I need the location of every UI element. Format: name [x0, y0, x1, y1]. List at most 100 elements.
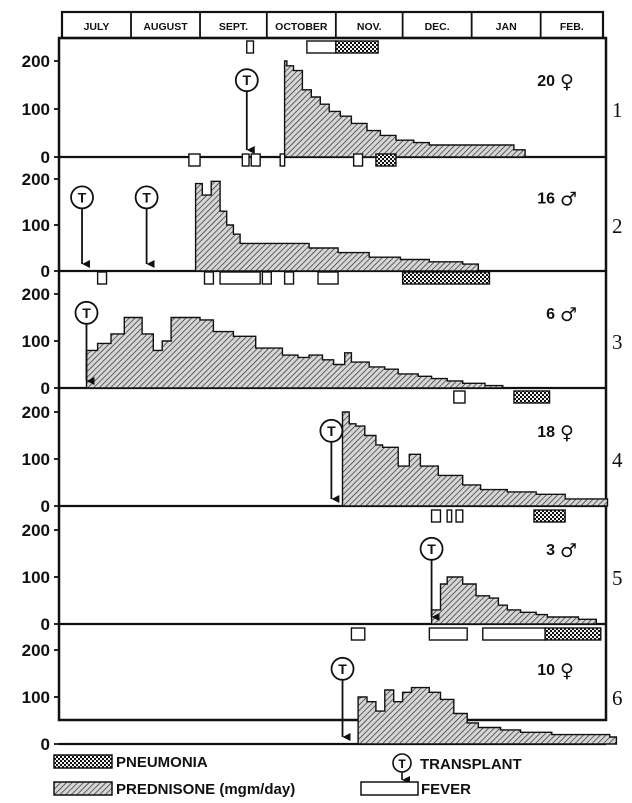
y-tick-label: 0 — [41, 379, 50, 398]
transplant-mark: T — [427, 541, 436, 557]
patient-age: 16 — [537, 190, 555, 207]
legend-transplant-mark: T — [398, 757, 406, 771]
chart-frame — [57, 36, 608, 722]
fever-bar — [453, 390, 466, 404]
pneumonia-bar — [533, 509, 566, 523]
month-header: JULY AUGUST SEPT. OCTOBER NOV. DEC. JAN FEB. — [57, 10, 608, 722]
fever-bar — [317, 271, 339, 285]
fever-bar — [241, 153, 250, 167]
patient-number: 6 — [612, 686, 623, 710]
month-label: FEB. — [560, 21, 584, 33]
fever-bar — [350, 627, 366, 641]
legend-prednisone-swatch — [53, 781, 113, 796]
legend-pneumonia-label: PNEUMONIA — [116, 754, 208, 771]
y-tick-label: 100 — [22, 216, 50, 235]
fever-bar — [219, 271, 261, 285]
transplant-marker: T — [70, 185, 94, 268]
patient-sex-symbol: ♂ — [560, 304, 577, 326]
fever-bar — [306, 40, 337, 54]
patient-age: 10 — [537, 662, 555, 679]
patient-number: 5 — [612, 566, 623, 590]
transplant-mark: T — [82, 305, 91, 321]
transplant-marker: T — [134, 185, 159, 268]
y-tick-label: 0 — [41, 735, 50, 754]
y-tick-label: 200 — [22, 403, 50, 422]
y-tick-label: 0 — [41, 262, 50, 281]
fever-bar — [261, 271, 272, 285]
prednisone-series — [357, 686, 618, 745]
legend-pneumonia-swatch — [53, 754, 113, 769]
transplant-mark: T — [142, 189, 151, 205]
y-tick-label: 200 — [22, 52, 50, 71]
patient-number: 4 — [612, 448, 623, 472]
y-tick-label: 100 — [22, 688, 50, 707]
month-label: NOV. — [357, 21, 382, 33]
legend-prednisone-label: PREDNISONE (mgm/day) — [116, 781, 295, 798]
month-label: JULY — [84, 21, 110, 33]
prednisone-series — [194, 180, 479, 272]
fever-bar — [283, 271, 295, 285]
legend-transplant-symbol: T — [392, 753, 412, 784]
patient-sex-symbol: ♂ — [560, 188, 577, 210]
panel-1: 0 100 200 T 20 ♀ 1 — [22, 40, 623, 167]
patient-sex-symbol: ♀ — [560, 71, 574, 93]
fever-bar — [203, 271, 215, 285]
y-tick-label: 200 — [22, 285, 50, 304]
fever-bar — [352, 153, 364, 167]
y-tick-label: 0 — [41, 497, 50, 516]
patient-number: 2 — [612, 214, 623, 238]
y-tick-label: 100 — [22, 450, 50, 469]
panel-6: 0 100 200 T 10 ♀ 6 — [22, 627, 623, 754]
transplant-mark: T — [78, 189, 87, 205]
pneumonia-bar — [401, 271, 491, 285]
y-tick-label: 100 — [22, 568, 50, 587]
prednisone-series — [341, 411, 609, 507]
fever-bar — [455, 509, 464, 523]
transplant-marker: T — [74, 300, 99, 385]
month-label: AUGUST — [143, 21, 188, 33]
prednisone-series — [430, 576, 597, 625]
panel-3: 0 100 200 T 6 ♂ 3 — [22, 271, 623, 398]
patient-age: 18 — [537, 424, 555, 441]
patient-age: 3 — [546, 542, 555, 559]
month-label: DEC. — [425, 21, 450, 33]
transplant-marker: T — [330, 656, 355, 741]
pneumonia-bar — [335, 40, 379, 54]
transplant-mark: T — [327, 423, 336, 439]
panel-5: 0 100 200 T 3 ♂ 5 — [22, 509, 623, 634]
month-label: OCTOBER — [275, 21, 328, 33]
transplant-marker: T — [234, 68, 259, 154]
month-label: JAN — [496, 21, 517, 33]
panel-4: 0 100 200 T 18 ♀ 4 — [22, 390, 623, 516]
patient-sex-symbol: ♀ — [560, 422, 574, 444]
prednisone-series — [283, 60, 526, 158]
y-tick-label: 200 — [22, 521, 50, 540]
fever-bar — [279, 153, 286, 167]
fever-bar — [430, 509, 442, 523]
fever-bar — [482, 627, 546, 641]
y-tick-label: 200 — [22, 641, 50, 660]
fever-bar — [250, 153, 261, 167]
patient-number: 3 — [612, 330, 623, 354]
fever-bar — [446, 509, 453, 523]
pneumonia-bar — [544, 627, 602, 641]
transplant-marker: T — [419, 536, 444, 621]
patient-age: 6 — [546, 306, 555, 323]
fever-bar — [188, 153, 201, 167]
fever-bar — [246, 40, 255, 54]
y-tick-label: 0 — [41, 148, 50, 167]
y-tick-label: 200 — [22, 170, 50, 189]
month-label: SEPT. — [219, 21, 248, 33]
pneumonia-bar — [375, 153, 397, 167]
fever-bar — [96, 271, 108, 285]
y-tick-label: 100 — [22, 100, 50, 119]
transplant-mark: T — [338, 661, 347, 677]
legend-fever-label: FEVER — [421, 781, 471, 798]
legend-fever-swatch — [360, 781, 419, 796]
patient-number: 1 — [612, 98, 623, 122]
patient-sex-symbol: ♂ — [560, 540, 577, 562]
transplant-marker: T — [319, 418, 344, 503]
prednisone-series — [85, 316, 504, 389]
